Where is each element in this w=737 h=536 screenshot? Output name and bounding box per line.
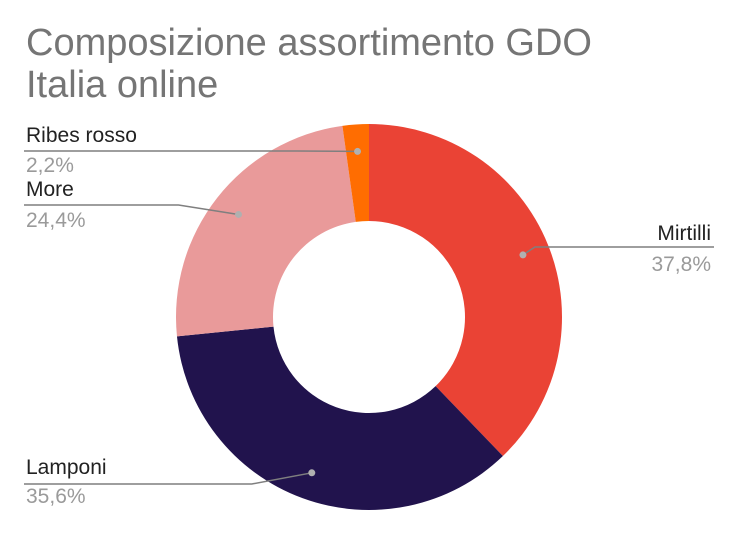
slice-more [176,125,356,337]
slice-value-label: 37,8% [651,253,711,276]
slice-label: Mirtilli [657,222,711,245]
chart-title: Composizione assortimento GDO Italia onl… [26,22,592,106]
slice-value-label: 24,4% [26,209,86,232]
leader-line [24,204,239,216]
leader-line [522,246,714,256]
slice-value-label: 2,2% [26,154,74,177]
slice-lamponi [176,326,503,510]
slice-label: Lamponi [26,456,107,479]
callout-mirtilli: Mirtilli 37,8% [519,222,714,276]
slice-label: More [26,178,74,201]
leader-dot [519,251,527,259]
slice-label: Ribes rosso [26,124,137,147]
leader-dot [354,147,362,155]
callout-more: More 24,4% [24,178,242,232]
leader-dot [234,210,242,218]
slice-mirtilli [369,124,562,457]
slice-callouts: Mirtilli 37,8% Lamponi 35,6% More 24,4% Ribes … [24,124,714,508]
slice-ribes-rosso [342,124,369,222]
leader-line [24,472,312,485]
slice-value-label: 35,6% [26,485,86,508]
callout-ribes-rosso: Ribes rosso 2,2% [24,124,362,177]
callout-lamponi: Lamponi 35,6% [24,456,316,508]
donut-slices [176,124,562,510]
leader-dot [308,469,316,477]
